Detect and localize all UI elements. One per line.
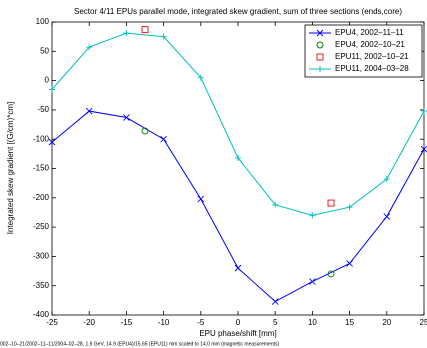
marker [327,270,335,278]
x-tick-label: 10 [308,318,317,327]
legend-marker [316,29,324,37]
marker [49,86,55,93]
marker [141,127,149,135]
marker [383,213,391,220]
y-tick-label: -200 [33,193,50,202]
marker [271,298,279,305]
legend-label: EPU11, 2002–10–21 [335,52,409,61]
y-tick-label: -100 [33,134,50,143]
x-tick-label: -20 [83,318,95,327]
y-tick-label: 0 [45,76,50,85]
legend-box [304,24,423,78]
y-tick-label: -300 [33,252,50,261]
marker [346,260,353,267]
marker [123,114,130,121]
legend-marker [316,41,324,49]
y-tick-label: -150 [33,164,50,173]
marker [141,26,149,34]
legend-label: EPU11, 2004–03–28 [335,64,409,73]
marker [197,74,204,81]
x-tick-label: 25 [420,318,427,327]
x-tick-label: -15 [121,318,133,327]
legend-label: EPU4, 2002–10–21 [335,40,405,49]
y-tick-label: -250 [33,222,50,231]
marker [327,199,335,207]
marker [235,154,241,161]
marker [86,44,93,51]
legend-label: EPU4, 2002–11–11 [335,28,404,37]
marker [85,107,93,115]
x-tick-label: -10 [158,318,170,327]
marker [123,30,130,37]
marker [197,195,205,203]
y-tick-label: -350 [33,281,50,290]
y-tick-label: -50 [37,105,49,114]
y-tick-label: 50 [40,46,49,55]
x-tick-label: -5 [197,318,205,327]
marker [383,176,390,183]
marker [272,201,279,208]
marker [346,204,353,211]
footnote: 002–10–21/2002–11–11/2004–02–28, 1.9 GeV… [0,341,279,347]
marker [160,33,167,40]
y-tick-label: 100 [36,17,50,26]
y-axis-label: Integrated skew gradient [(G/cm)*cm] [6,102,15,235]
legend-marker [316,53,324,61]
marker [309,278,316,285]
x-axis-label: EPU phase/shift [mm] [199,329,276,338]
x-tick-label: 15 [345,318,354,327]
x-tick-label: 5 [273,318,278,327]
chart-title: Sector 4/11 EPUs parallel mode, integrat… [74,7,402,16]
x-tick-label: 0 [236,318,241,327]
marker [160,135,167,143]
marker [421,108,427,115]
y-tick-label: -400 [33,310,50,319]
x-tick-label: -25 [46,318,58,327]
x-tick-label: 20 [382,318,391,327]
legend-marker [317,66,323,72]
marker [48,138,56,146]
marker [309,212,316,219]
marker [420,145,427,153]
marker [234,264,242,272]
